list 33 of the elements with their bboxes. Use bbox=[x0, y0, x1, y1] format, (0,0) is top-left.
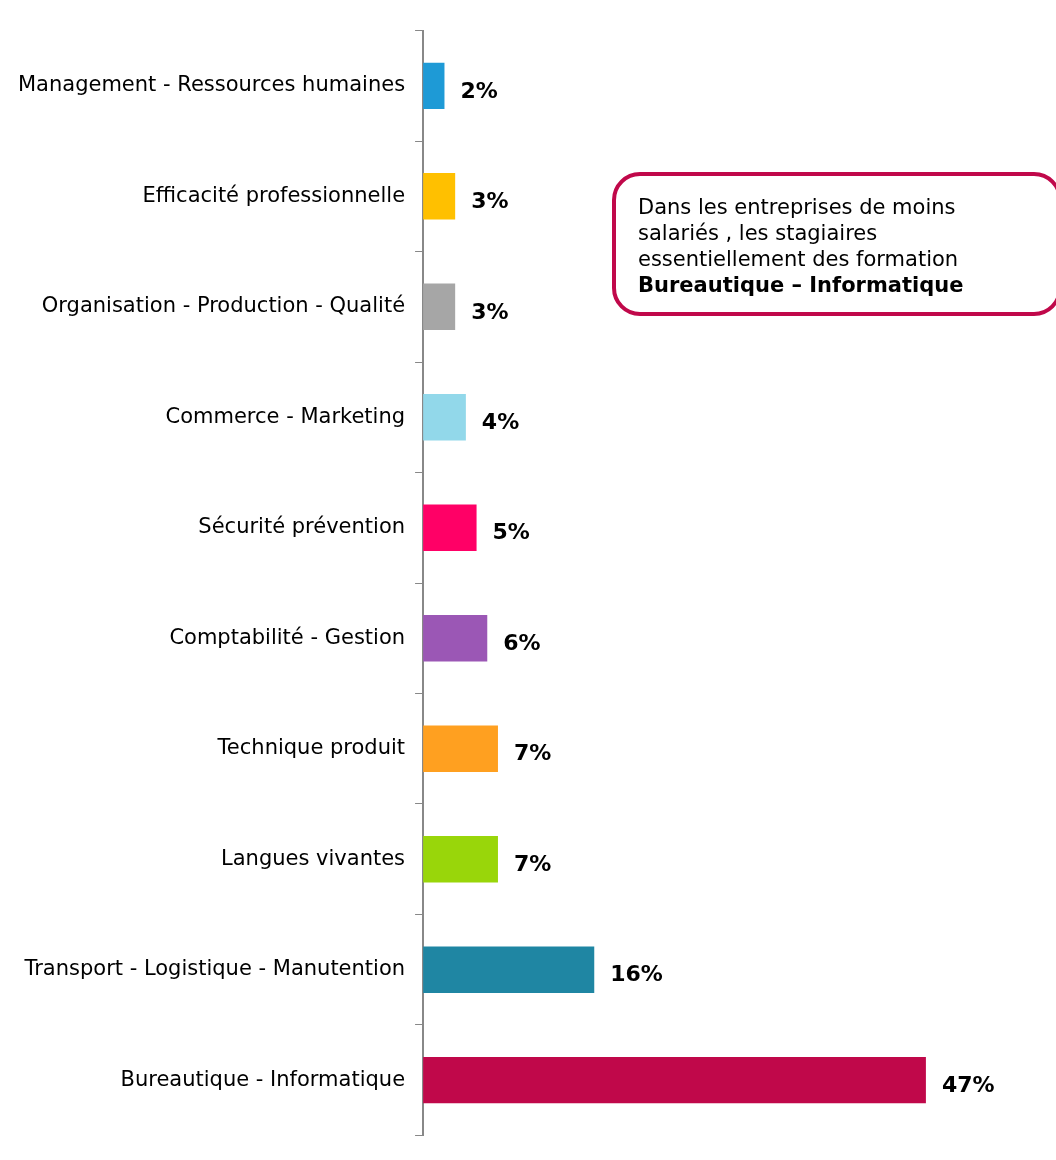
data-label: 7% bbox=[513, 850, 552, 876]
y-tick-label: Technique produit bbox=[216, 735, 406, 760]
y-tick-label: Sécurité prévention bbox=[198, 514, 406, 539]
y-tick-label: Comptabilité - Gestion bbox=[169, 624, 406, 649]
bar bbox=[423, 836, 498, 883]
data-label: 6% bbox=[503, 629, 541, 655]
y-tick-label: Langues vivantes bbox=[221, 845, 406, 870]
y-tick-label: Bureautique - Informatique bbox=[120, 1066, 406, 1091]
y-tick-label: Efficacité professionnelle bbox=[142, 182, 406, 207]
y-tick-label: Management - Ressources humaines bbox=[18, 72, 406, 97]
data-label: 2% bbox=[460, 77, 498, 103]
bar bbox=[423, 946, 595, 993]
y-tick-label: Commerce - Marketing bbox=[165, 403, 406, 428]
data-label: 7% bbox=[513, 740, 552, 766]
bar bbox=[423, 725, 498, 772]
y-tick-label: Transport - Logistique - Manutention bbox=[23, 956, 406, 981]
data-label: 4% bbox=[481, 409, 520, 434]
annotation: Bureautique – Informatique bbox=[638, 272, 965, 298]
data-label: 47% bbox=[941, 1071, 995, 1097]
data-label: 16% bbox=[610, 961, 663, 987]
bar bbox=[423, 173, 456, 220]
bar bbox=[423, 283, 456, 330]
bar bbox=[423, 615, 488, 662]
bar bbox=[423, 62, 445, 110]
bar bbox=[423, 1056, 926, 1104]
data-label: 3% bbox=[471, 298, 509, 324]
data-label: 5% bbox=[492, 519, 530, 545]
bar bbox=[423, 394, 466, 441]
annotation: Dans les entreprises de moins salariés , les stagiaires essentiellement des formation bbox=[638, 194, 960, 272]
bar bbox=[423, 504, 477, 551]
callout-box: Dans les entreprises de moins salariés , les stagiaires essentiellement des formation Bureautique – Informatique bbox=[612, 172, 1056, 316]
y-tick-label: Organisation - Production - Qualité bbox=[41, 293, 406, 318]
data-label: 3% bbox=[471, 188, 509, 214]
